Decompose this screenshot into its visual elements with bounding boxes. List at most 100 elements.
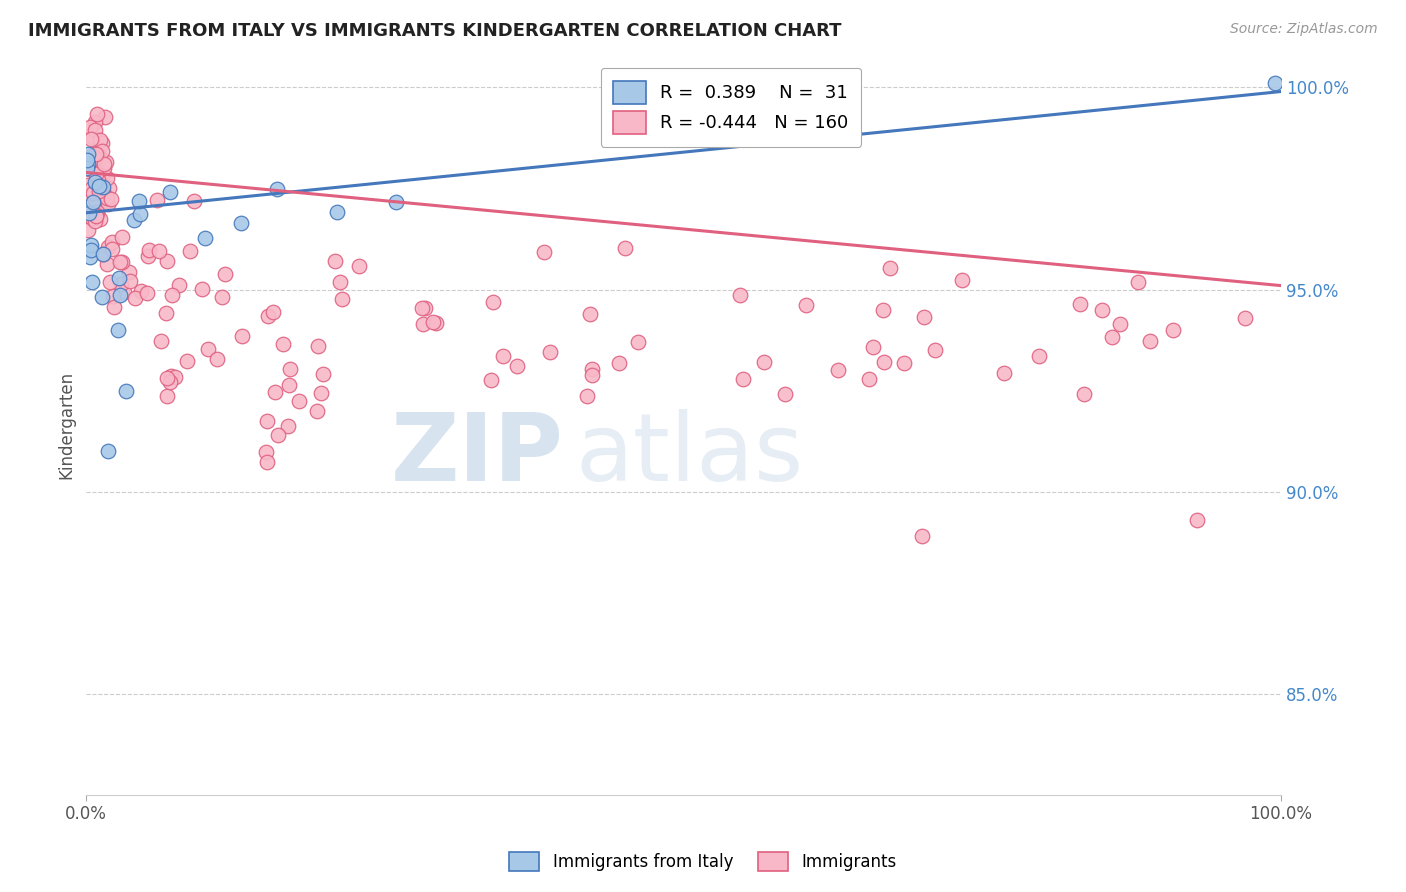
Point — [128, 194, 150, 208]
Point — [89, 212, 111, 227]
Point — [1091, 302, 1114, 317]
Point — [211, 290, 233, 304]
Point — [91, 179, 114, 194]
Point — [1109, 317, 1132, 331]
Point — [256, 414, 278, 428]
Point — [111, 230, 134, 244]
Point — [924, 343, 946, 357]
Point — [128, 207, 150, 221]
Point — [138, 243, 160, 257]
Point — [1187, 513, 1209, 527]
Text: Source: ZipAtlas.com: Source: ZipAtlas.com — [1230, 22, 1378, 37]
Y-axis label: Kindergarten: Kindergarten — [58, 371, 75, 479]
Point — [256, 310, 278, 324]
Point — [1126, 275, 1149, 289]
Point — [323, 253, 346, 268]
Point — [79, 120, 101, 134]
Point — [728, 287, 751, 301]
Point — [87, 144, 110, 158]
Point — [108, 271, 131, 285]
Point — [481, 294, 503, 309]
Point — [614, 241, 637, 255]
Point — [411, 301, 433, 315]
Point — [91, 247, 114, 261]
Point — [76, 153, 98, 167]
Point — [91, 182, 114, 196]
Point — [256, 454, 278, 468]
Text: ZIP: ZIP — [391, 409, 564, 500]
Point — [79, 251, 101, 265]
Point — [82, 129, 104, 144]
Point — [879, 260, 901, 275]
Point — [148, 244, 170, 258]
Point — [827, 363, 849, 377]
Point — [160, 368, 183, 383]
Point — [254, 444, 277, 458]
Point — [82, 206, 104, 220]
Point — [264, 385, 287, 400]
Point — [84, 151, 107, 165]
Point — [86, 208, 108, 222]
Legend: R =  0.389    N =  31, R = -0.444   N = 160: R = 0.389 N = 31, R = -0.444 N = 160 — [600, 68, 862, 147]
Point — [84, 168, 107, 182]
Point — [1234, 310, 1257, 325]
Point — [169, 278, 191, 293]
Point — [1264, 77, 1286, 91]
Point — [76, 157, 98, 171]
Point — [277, 418, 299, 433]
Point — [533, 244, 555, 259]
Point — [124, 292, 146, 306]
Point — [91, 167, 114, 181]
Point — [86, 205, 108, 219]
Point — [231, 328, 253, 343]
Point — [80, 181, 103, 195]
Point — [415, 301, 437, 315]
Point — [873, 355, 896, 369]
Point — [93, 187, 115, 202]
Point — [96, 170, 118, 185]
Point — [101, 235, 124, 249]
Point — [89, 133, 111, 147]
Point — [118, 265, 141, 279]
Point — [84, 115, 107, 129]
Point — [492, 349, 515, 363]
Point — [84, 123, 107, 137]
Point — [273, 336, 295, 351]
Point — [150, 334, 173, 348]
Point — [136, 249, 159, 263]
Point — [914, 310, 936, 324]
Point — [607, 356, 630, 370]
Point — [83, 214, 105, 228]
Point — [176, 354, 198, 368]
Point — [422, 315, 444, 329]
Point — [77, 223, 100, 237]
Point — [80, 211, 103, 226]
Point — [627, 335, 650, 350]
Point — [76, 161, 98, 175]
Point — [385, 195, 408, 210]
Point — [159, 375, 181, 389]
Legend: Immigrants from Italy, Immigrants: Immigrants from Italy, Immigrants — [501, 843, 905, 880]
Point — [94, 194, 117, 208]
Point — [214, 268, 236, 282]
Point — [89, 149, 111, 163]
Point — [90, 180, 112, 194]
Point — [858, 371, 880, 385]
Point — [77, 162, 100, 177]
Point — [98, 180, 121, 194]
Point — [280, 361, 302, 376]
Point — [103, 300, 125, 314]
Point — [86, 173, 108, 187]
Point — [191, 282, 214, 296]
Point — [773, 386, 796, 401]
Point — [86, 207, 108, 221]
Point — [87, 149, 110, 163]
Point — [312, 367, 335, 381]
Point — [77, 178, 100, 192]
Point — [93, 161, 115, 176]
Point — [794, 298, 817, 312]
Point — [752, 355, 775, 369]
Point — [412, 318, 434, 332]
Point — [349, 259, 371, 273]
Point — [87, 158, 110, 172]
